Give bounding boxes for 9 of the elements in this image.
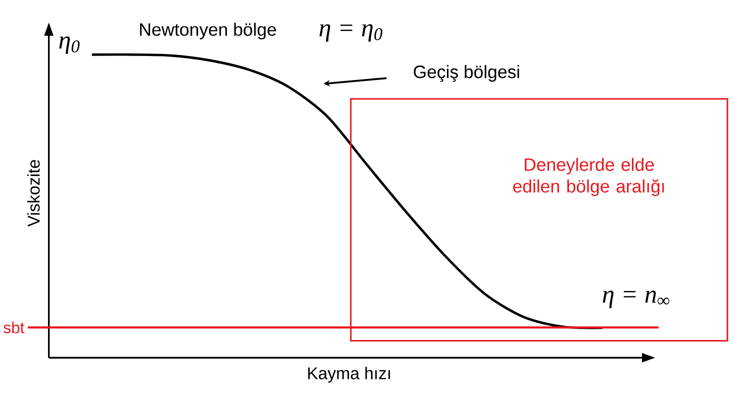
- annotation: Deneylerde elde edilen bölge aralığı: [513, 158, 664, 196]
- x-axis-title: Kayma hızı: [308, 366, 390, 383]
- text: Newtonyen bölge: [140, 22, 276, 40]
- text: η$_{0}$: [59, 36, 80, 54]
- y-axis-title: Viskozite: [27, 160, 40, 227]
- text: η = η$_{0}$: [319, 24, 382, 42]
- annotation: η = n$_{∞}$: [602, 290, 670, 308]
- annotation: Geçiş bölgesi: [414, 65, 520, 82]
- ref-line-label: sbt: [4, 322, 24, 334]
